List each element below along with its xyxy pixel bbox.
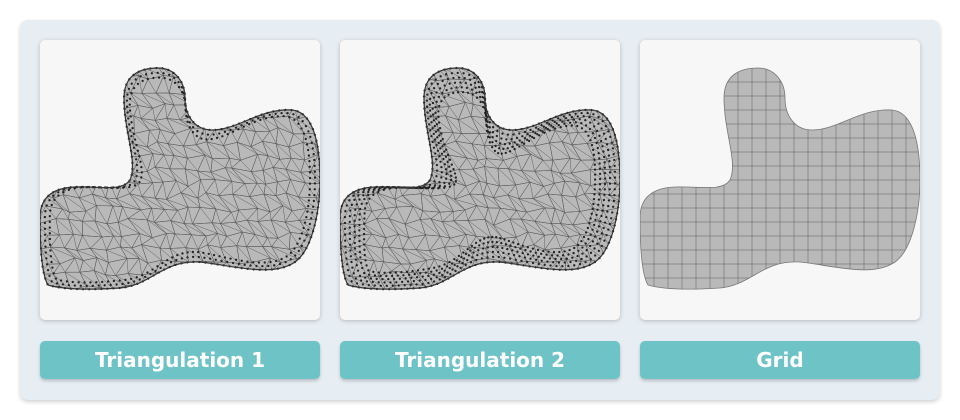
triangulation-1-card: [40, 40, 320, 320]
mesh-fill: [340, 68, 620, 290]
triangulation-1-mesh-image: [40, 66, 320, 291]
grid-card: [640, 40, 920, 320]
triangulation-2-button[interactable]: Triangulation 2: [340, 341, 620, 379]
triangulation-2-mesh-image: [340, 66, 620, 291]
mesh-gallery-panel: Triangulation 1 Triangulation 2 Grid: [20, 20, 940, 400]
triangulation-2-card: [340, 40, 620, 320]
grid-mesh-image: [640, 67, 920, 290]
triangulation-1-button[interactable]: Triangulation 1: [40, 341, 320, 379]
boundary-nodes: [340, 66, 620, 291]
grid-button[interactable]: Grid: [640, 341, 920, 379]
